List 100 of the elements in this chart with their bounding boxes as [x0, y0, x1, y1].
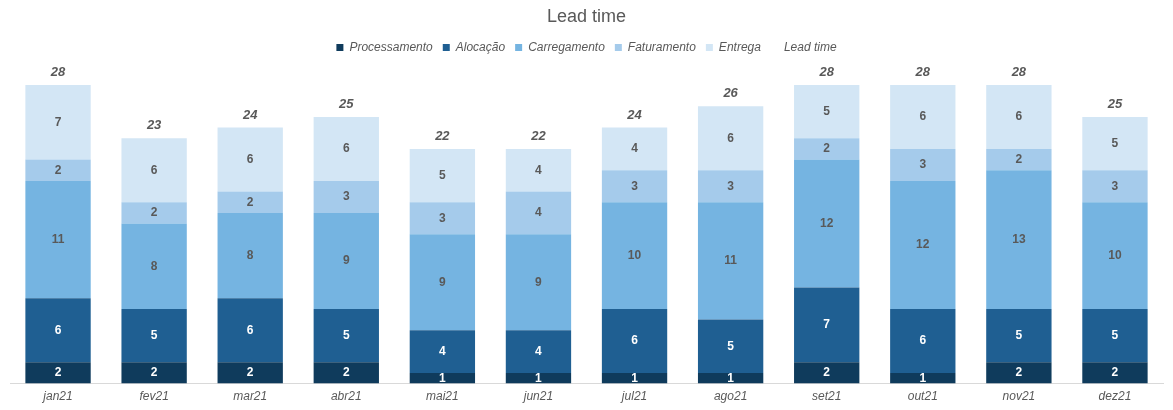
data-label: 11: [51, 231, 65, 246]
x-tick-label: abr21: [330, 389, 362, 404]
total-label: 24: [626, 106, 643, 122]
total-label: 22: [434, 128, 451, 144]
bar: [505, 148, 572, 192]
bar: [505, 330, 572, 373]
data-label: 6: [246, 151, 254, 166]
data-label: 6: [1015, 109, 1023, 124]
bar: [313, 212, 379, 309]
total-label: 28: [1010, 64, 1027, 80]
legend-label: Carregamento: [528, 39, 606, 54]
bar: [890, 84, 956, 149]
bar: [121, 362, 187, 384]
bar: [601, 127, 668, 171]
legend-label: Alocação: [454, 39, 506, 54]
data-label: 13: [1012, 231, 1026, 246]
bar: [697, 170, 764, 203]
bar: [697, 202, 764, 320]
data-label: 2: [246, 194, 254, 209]
bar: [25, 159, 91, 181]
x-tick-label: mai21: [426, 389, 459, 404]
data-label: 10: [627, 247, 642, 262]
bar: [313, 180, 379, 213]
data-label: 6: [246, 322, 254, 337]
bar: [121, 202, 187, 224]
data-label: 6: [54, 322, 62, 337]
bar: [890, 148, 956, 181]
data-label: 7: [54, 114, 62, 129]
bar: [217, 362, 283, 384]
data-label: 2: [1015, 365, 1023, 380]
data-label: 6: [919, 109, 927, 124]
bar: [409, 234, 476, 331]
data-label: 3: [1111, 178, 1119, 193]
bar: [25, 298, 91, 363]
bar: [313, 362, 379, 384]
chart-title: Lead time: [546, 5, 627, 26]
data-label: 6: [150, 162, 158, 177]
data-label: 6: [342, 141, 350, 156]
data-label: 5: [823, 103, 831, 118]
data-label: 6: [919, 333, 927, 348]
bar: [217, 212, 283, 299]
total-label: 23: [145, 117, 163, 133]
x-tick-label: jul21: [619, 389, 648, 404]
bar: [986, 148, 1052, 171]
x-tick-label: dez21: [1098, 389, 1132, 404]
data-label: 3: [342, 189, 350, 204]
total-label: 28: [914, 64, 931, 80]
data-label: 2: [1015, 151, 1023, 166]
bar: [794, 159, 860, 288]
data-label: 4: [535, 205, 543, 220]
bar: [601, 308, 668, 373]
data-label: 1: [535, 370, 543, 385]
data-label: 2: [823, 365, 831, 380]
bar: [794, 362, 860, 384]
bar: [313, 116, 379, 181]
data-label: 1: [919, 370, 927, 385]
data-label: 7: [823, 317, 831, 332]
x-tick-label: mar21: [233, 389, 268, 404]
data-label: 3: [631, 178, 639, 193]
total-label: 24: [241, 106, 259, 122]
x-tick-label: jun21: [521, 389, 554, 404]
bar: [505, 234, 572, 331]
bar: [986, 84, 1052, 149]
bar: [409, 330, 476, 373]
legend-label: Entrega: [718, 39, 762, 54]
bar: [890, 180, 956, 309]
data-label: 8: [246, 247, 254, 262]
bar: [409, 202, 476, 235]
data-label: 4: [535, 343, 543, 358]
data-label: 9: [342, 253, 350, 268]
data-label: 2: [823, 141, 831, 156]
bar: [217, 127, 283, 192]
data-label: 5: [439, 167, 447, 182]
bar: [1082, 170, 1148, 203]
bar: [121, 138, 187, 203]
data-label: 3: [727, 178, 735, 193]
data-label: 2: [150, 365, 158, 380]
data-label: 3: [919, 157, 927, 172]
data-label: 5: [1111, 135, 1119, 150]
data-label: 2: [54, 365, 62, 380]
x-tick-label: jan21: [41, 389, 73, 404]
data-label: 5: [1111, 327, 1119, 342]
bar: [409, 148, 476, 203]
data-label: 8: [150, 258, 158, 273]
bar: [986, 362, 1052, 384]
bar: [25, 180, 91, 299]
data-label: 12: [916, 237, 930, 252]
data-label: 11: [724, 253, 738, 268]
bar: [794, 287, 860, 363]
bar: [217, 191, 283, 213]
data-label: 6: [631, 333, 639, 348]
bar: [794, 138, 860, 160]
data-label: 4: [535, 162, 543, 177]
bar: [1082, 308, 1148, 363]
total-label: 25: [1106, 96, 1123, 112]
legend-label: Processamento: [349, 39, 434, 54]
bar: [121, 308, 187, 363]
data-label: 2: [342, 365, 350, 380]
x-tick-label: set21: [812, 389, 842, 404]
total-label: 26: [722, 85, 739, 101]
